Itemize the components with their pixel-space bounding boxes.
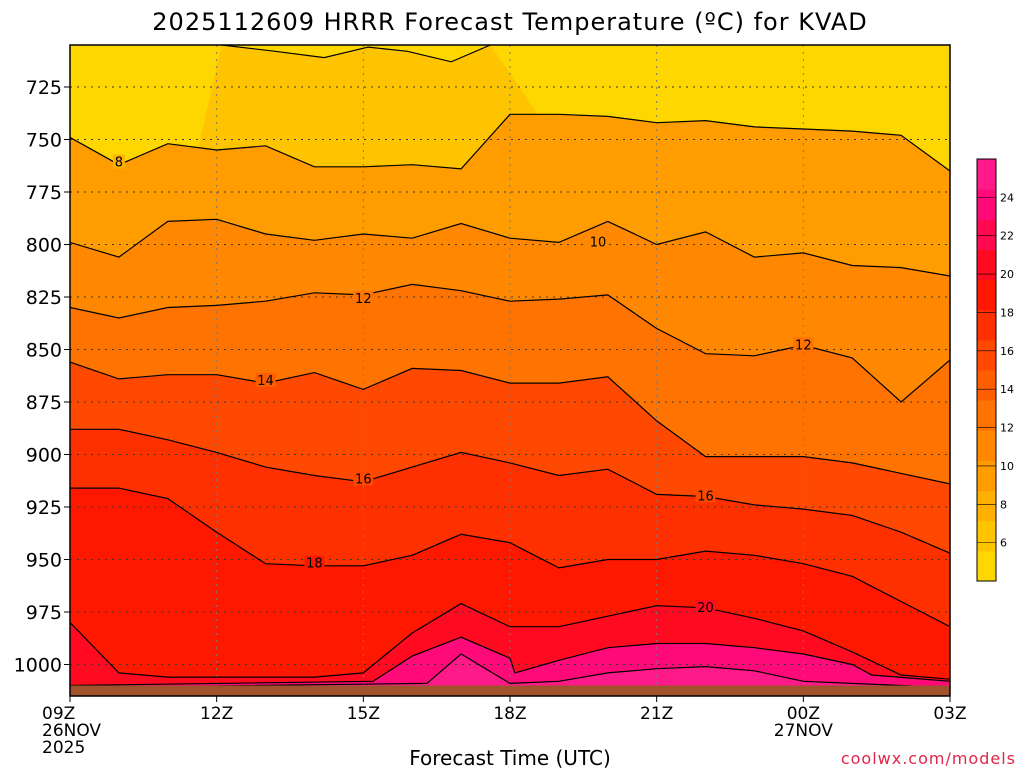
colorbar-segment [977, 249, 996, 281]
contour-label-bg [304, 555, 325, 570]
y-tick-label: 775 [26, 182, 62, 204]
isotherm-14 [70, 361, 950, 485]
x-axis-label: Forecast Time (UTC) [409, 746, 611, 768]
x-tick-label: 12Z [200, 704, 233, 724]
isotherm-22 [70, 636, 950, 687]
colorbar: 6 8 10 12 14 16 18 20 22 24 [976, 158, 1014, 582]
colorbar-segment [977, 460, 996, 492]
colorbar-tick-label: 6 [1000, 537, 1007, 550]
isotherm-24 [70, 653, 950, 689]
y-tick-label: 900 [26, 445, 62, 467]
credit-text: coolwx.com/models [841, 749, 1016, 768]
colorbar-tick-label: 12 [1000, 422, 1014, 435]
contour-labels: 8 10 12 12 14 16 16 18 20 [112, 154, 814, 616]
x-tick-label: 27NOV [774, 721, 833, 741]
isotherm-16 [70, 428, 950, 554]
contour-label: 16 [697, 490, 714, 505]
isotherm-6 [221, 45, 491, 63]
contour-label-bg [588, 234, 608, 249]
x-tick-label: 26NOV [42, 721, 101, 741]
isotherm-10 [70, 218, 950, 277]
contour-label: 14 [257, 374, 274, 389]
ground-bar [70, 685, 950, 696]
x-tick-label: 09Z [42, 704, 75, 724]
contour-label: 18 [306, 557, 323, 572]
x-tick-label: 15Z [347, 704, 380, 724]
contour-label: 10 [590, 235, 607, 250]
y-tick-label: 1000 [14, 655, 62, 677]
y-tick-label: 725 [26, 77, 62, 99]
contour-label: 8 [115, 156, 123, 171]
y-tick-label: 975 [26, 602, 62, 624]
y-tick-label: 800 [26, 235, 62, 257]
colorbar-tick-label: 20 [1000, 268, 1014, 281]
colorbar-frame [976, 158, 997, 582]
colorbar-segment [977, 339, 996, 371]
colorbar-tick-label: 8 [1000, 498, 1007, 511]
colorbar-segment [977, 159, 996, 190]
y-tick-label: 750 [26, 130, 62, 152]
colorbar-segment [977, 309, 996, 341]
colorbar-segment [977, 400, 996, 431]
y-tick-label: 950 [26, 550, 62, 572]
colorbar-tick-label: 10 [1000, 460, 1014, 473]
contour-label-bg [793, 337, 814, 352]
colorbar-segment [977, 520, 996, 552]
colorbar-segment [977, 189, 996, 220]
isotherm-lines [70, 45, 950, 689]
y-tick-label: 825 [26, 287, 62, 309]
colorbar-tick-label: 18 [1000, 306, 1014, 319]
contour-label-bg [353, 471, 374, 486]
colorbar-segment [977, 370, 996, 401]
isotherm-20 [70, 602, 950, 680]
contour-label-bg [112, 154, 125, 169]
contour-label-bg [353, 291, 374, 306]
x-tick-label: 2025 [42, 738, 85, 758]
contour-label: 12 [355, 292, 372, 307]
colorbar-segment [977, 490, 996, 522]
colorbar-tick-label: 16 [1000, 345, 1014, 358]
colorbar-tick-label: 22 [1000, 230, 1014, 243]
contour-label: 16 [355, 473, 372, 488]
x-tick-label: 00Z [787, 704, 820, 724]
contour-label-bg [695, 599, 716, 614]
y-tick-label: 925 [26, 497, 62, 519]
contour-label: 20 [697, 601, 714, 616]
y-tick-label: 850 [26, 340, 62, 362]
temperature-fills [70, 45, 950, 696]
contour-label-bg [255, 373, 276, 387]
isotherm-8 [70, 113, 950, 172]
contour-label-bg [695, 488, 716, 503]
x-tick-label: 21Z [640, 704, 673, 724]
colorbar-segment [977, 279, 996, 311]
x-tick-label: 03Z [933, 704, 966, 724]
colorbar-segment [977, 550, 996, 582]
colorbar-segment [977, 430, 996, 461]
colorbar-segment [977, 219, 996, 250]
x-tick-label: 18Z [493, 704, 526, 724]
isotherm-18 [70, 487, 950, 628]
y-tick-label: 875 [26, 392, 62, 414]
colorbar-tick-label: 14 [1000, 383, 1014, 396]
chart-title: 2025112609 HRRR Forecast Temperature (ºC… [152, 8, 867, 36]
y-axis: 725 750 775 800 825 850 875 900 925 950 975 1000 [14, 77, 70, 677]
contour-label: 12 [795, 338, 812, 353]
plot-area: 8 10 12 12 14 16 16 18 20 [70, 45, 950, 696]
colorbar-tick-label: 24 [1000, 191, 1014, 204]
